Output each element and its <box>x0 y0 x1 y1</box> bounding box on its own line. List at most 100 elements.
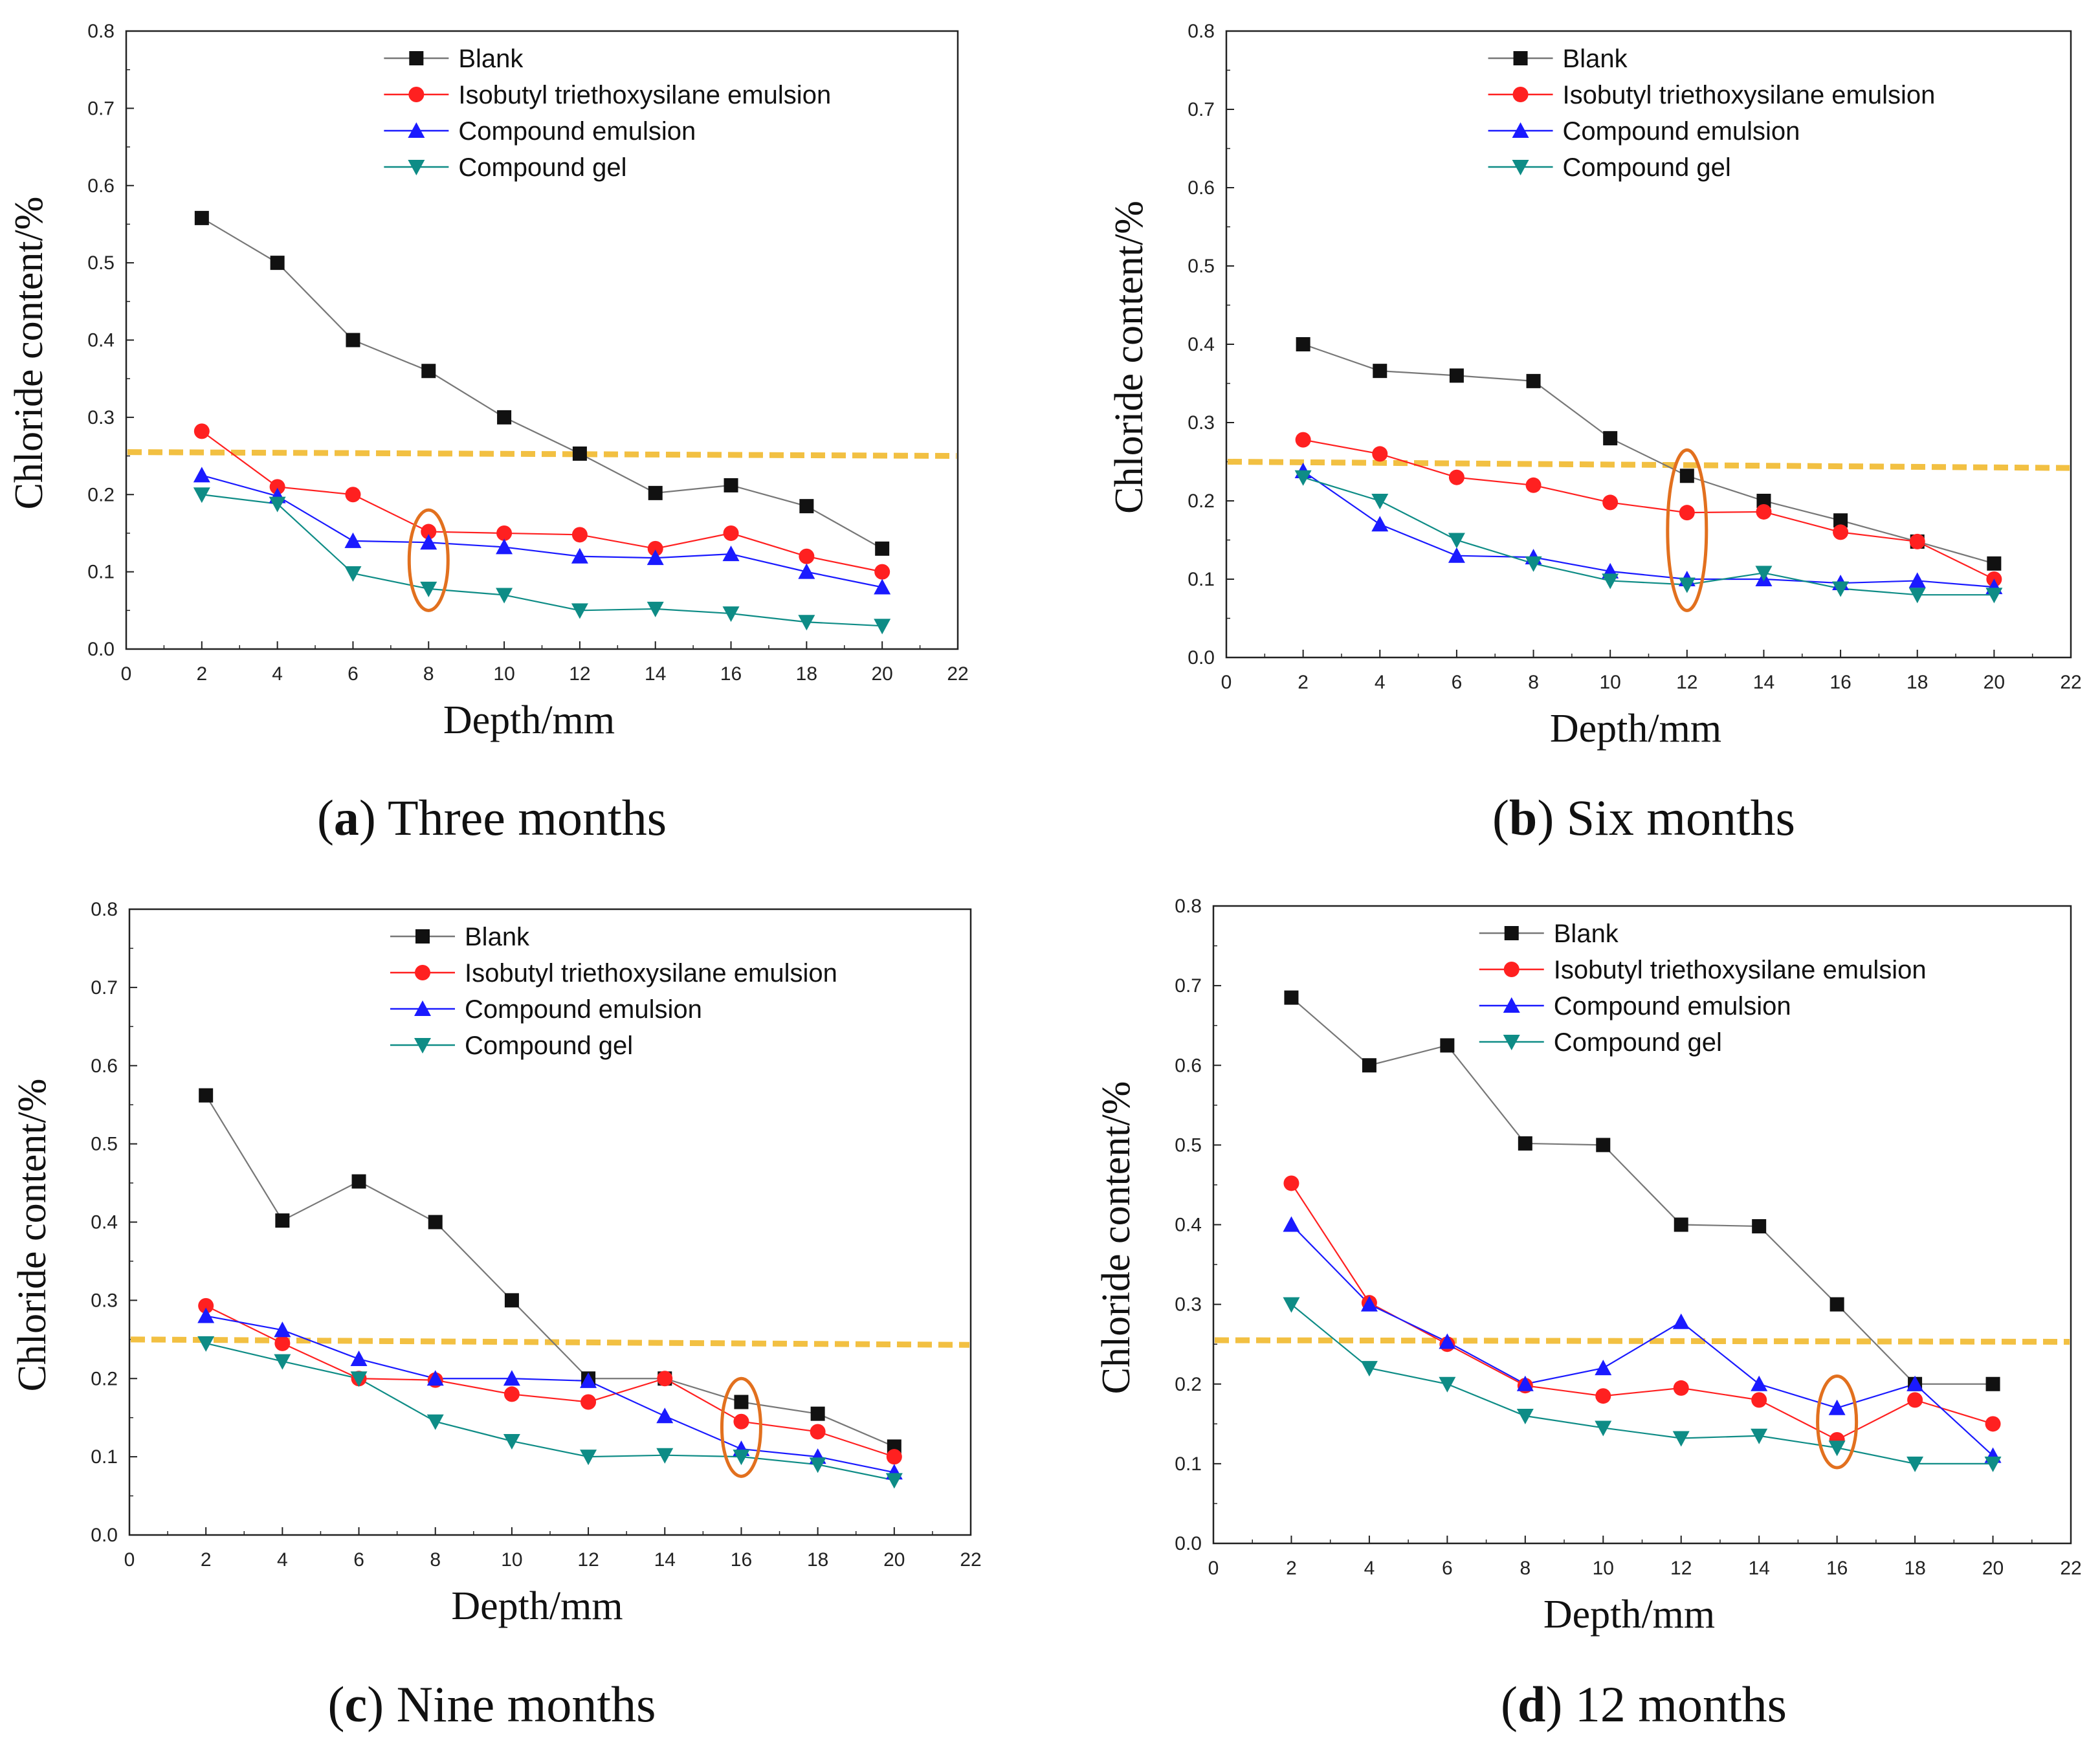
caption-text: ) Six months <box>1537 789 1795 846</box>
blank-line <box>201 217 883 549</box>
compound-gel-line <box>201 494 883 627</box>
compound-gel-point <box>1439 1376 1456 1393</box>
compound-gel-point <box>1985 588 2003 604</box>
compound-gel-point <box>798 615 815 631</box>
blank-point <box>572 446 587 461</box>
compound-gel-point <box>1294 470 1312 486</box>
y-tick-label: 0.4 <box>87 330 115 351</box>
legend-marker-compound-gel <box>1512 160 1529 175</box>
y-tick-label: 0.7 <box>1188 99 1215 120</box>
blank-line <box>205 1095 895 1448</box>
x-tick-label: 20 <box>1984 672 2005 693</box>
caption-letter: d <box>1518 1676 1545 1732</box>
x-tick-label: 20 <box>883 1549 905 1571</box>
x-tick-label: 18 <box>796 663 817 685</box>
isobutyl-point <box>1985 1416 2001 1432</box>
y-tick-label: 0.3 <box>1175 1294 1202 1316</box>
caption-letter: b <box>1509 789 1537 846</box>
highlight-ellipse <box>1816 1374 1859 1470</box>
x-tick-label: 4 <box>1375 672 1386 693</box>
compound-gel-line <box>1290 1303 1993 1464</box>
blank-point <box>1526 373 1541 388</box>
y-tick-label: 0.8 <box>87 21 115 42</box>
caption-text: ) Three months <box>359 789 667 846</box>
y-tick-label: 0.1 <box>91 1446 118 1468</box>
x-tick-label: 2 <box>1298 672 1309 693</box>
compound-emulsion-line <box>1303 470 1995 588</box>
isobutyl-point <box>1909 533 1925 549</box>
compound-emulsion-line <box>1290 1224 1994 1457</box>
blank-point <box>199 1088 214 1103</box>
y-tick-label: 0.6 <box>1175 1055 1202 1076</box>
isobutyl-point <box>723 525 739 541</box>
chart-panel-3: 0 2 4 6 8 10 12 14 16 18 20 22 0.0 0.1 0.2 0.3 0.4 0.5 0.6… <box>10 899 982 1628</box>
legend-label-compound-emulsion: Compound emulsion <box>465 995 702 1024</box>
isobutyl-point <box>1673 1380 1689 1396</box>
x-tick-label: 6 <box>1442 1558 1453 1579</box>
x-tick-label: 16 <box>720 663 742 685</box>
chart-panel-4: 0 2 4 6 8 10 12 14 16 18 20 22 0.0 0.1 0.2 0.3 0.4 0.5 0.6… <box>1094 896 2082 1637</box>
y-tick-label: 0.0 <box>87 639 115 660</box>
isobutyl-point <box>1833 524 1849 540</box>
isobutyl-point <box>269 479 285 495</box>
compound-emulsion-point <box>798 563 815 579</box>
x-tick-label: 12 <box>1670 1558 1692 1579</box>
y-tick-label: 0.6 <box>91 1055 118 1077</box>
legend-marker-isobutyl <box>408 87 425 102</box>
blank-line <box>1290 997 1993 1385</box>
compound-gel-point <box>496 588 513 604</box>
isobutyl-point <box>1602 494 1619 511</box>
blank-line <box>1303 343 1995 564</box>
y-tick-label: 0.8 <box>91 899 118 920</box>
y-tick-label: 0.5 <box>87 252 115 274</box>
legend-label-isobutyl: Isobutyl triethoxysilane emulsion <box>1563 81 1936 109</box>
y-tick-label: 0.0 <box>91 1525 118 1546</box>
x-tick-label: 0 <box>1208 1558 1219 1579</box>
compound-emulsion-point <box>571 547 588 564</box>
x-axis-title: Depth/mm <box>443 698 615 742</box>
legend: Blank Isobutyl triethoxysilane emulsion Co… <box>1479 920 1927 1057</box>
x-tick-label: 4 <box>277 1549 288 1571</box>
legend-marker-compound-gel <box>414 1038 431 1054</box>
y-tick-label: 0.3 <box>1188 412 1215 434</box>
isobutyl-point <box>1448 469 1464 485</box>
compound-gel-point <box>1832 581 1850 597</box>
isobutyl-point <box>1756 503 1772 520</box>
blank-point <box>648 485 663 500</box>
compound-gel-point <box>1525 556 1542 572</box>
x-tick-label: 8 <box>423 663 434 685</box>
blank-point <box>1449 368 1464 383</box>
y-tick-label: 0.4 <box>1175 1215 1202 1236</box>
y-tick-label: 0.1 <box>1188 569 1215 590</box>
y-axis-title: Chloride content/% <box>1107 201 1151 514</box>
isobutyl-point <box>647 540 663 557</box>
compound-gel-point <box>1516 1409 1534 1424</box>
x-tick-label: 8 <box>1528 672 1539 693</box>
legend-label-isobutyl: Isobutyl triethoxysilane emulsion <box>1554 956 1927 984</box>
isobutyl-point <box>198 1297 214 1314</box>
x-tick-label: 0 <box>121 663 132 685</box>
legend: Blank Isobutyl triethoxysilane emulsion Co… <box>390 923 837 1060</box>
compound-gel-point <box>1448 533 1465 549</box>
isobutyl-point <box>1595 1388 1611 1404</box>
x-tick-label: 18 <box>807 1549 828 1571</box>
y-tick-label: 0.1 <box>1175 1453 1202 1475</box>
x-tick-label: 14 <box>645 663 666 685</box>
x-tick-label: 10 <box>493 663 514 685</box>
legend-label-compound-emulsion: Compound emulsion <box>1554 992 1791 1021</box>
x-tick-label: 12 <box>569 663 590 685</box>
blank-point <box>270 256 285 270</box>
compound-emulsion-point <box>874 579 891 595</box>
x-tick-label: 10 <box>501 1549 522 1571</box>
legend-label-blank: Blank <box>1554 920 1619 948</box>
isobutyl-point <box>1283 1175 1299 1191</box>
compound-emulsion-point <box>274 1321 291 1338</box>
x-tick-label: 8 <box>430 1549 441 1571</box>
compound-emulsion-point <box>1672 1313 1690 1329</box>
compound-gel-point <box>503 1433 520 1450</box>
legend-marker-isobutyl <box>1503 962 1520 977</box>
blank-point <box>1752 1219 1767 1233</box>
isobutyl-point <box>503 1386 520 1402</box>
legend-marker-compound-emulsion <box>1512 122 1529 138</box>
isobutyl-point <box>733 1413 749 1429</box>
